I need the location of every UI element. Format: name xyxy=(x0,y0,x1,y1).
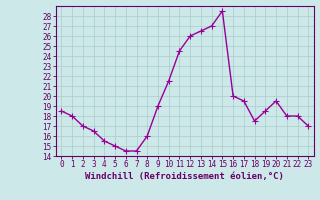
X-axis label: Windchill (Refroidissement éolien,°C): Windchill (Refroidissement éolien,°C) xyxy=(85,172,284,181)
